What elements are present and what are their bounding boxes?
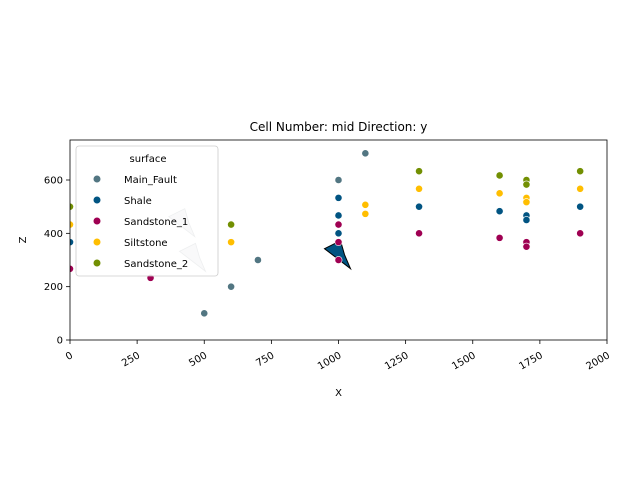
scatter-point	[361, 209, 370, 218]
legend-box	[75, 145, 219, 277]
legend-entry-label: Sandstone_1	[124, 217, 188, 228]
legend-title: surface	[130, 154, 167, 165]
x-tick-label: 1750	[517, 350, 545, 372]
scatter-point	[576, 167, 585, 176]
scatter-point	[495, 207, 504, 216]
scatter-point	[334, 229, 343, 238]
legend-marker	[92, 174, 102, 184]
chart-title: Cell Number: mid Direction: y	[250, 120, 428, 134]
scatter-point	[415, 184, 423, 193]
legend-entry-label: Siltstone	[124, 238, 168, 249]
legend-marker	[92, 195, 102, 205]
scatter-point	[522, 198, 531, 207]
scatter-point	[334, 256, 343, 264]
scatter-point	[495, 189, 504, 198]
scatter-point	[334, 220, 343, 229]
x-tick-label: 750	[254, 350, 276, 369]
scatter-point	[227, 238, 235, 247]
x-tick-label: 1250	[383, 350, 411, 372]
x-tick-label: 1500	[450, 350, 478, 372]
scatter-point	[200, 309, 209, 318]
x-axis-label: X	[335, 388, 342, 399]
scatter-point	[334, 176, 343, 184]
scatter-point	[576, 202, 585, 211]
scatter-point	[361, 200, 370, 209]
scatter-point	[254, 256, 262, 264]
y-tick-label: 600	[44, 176, 63, 187]
scatter-point	[361, 149, 370, 158]
x-tick-label: 500	[187, 350, 209, 369]
x-tick-label: 1000	[316, 350, 344, 372]
scatter-point	[415, 167, 423, 176]
scatter-point	[415, 202, 423, 211]
scatter-point	[522, 216, 531, 224]
scatter-point	[334, 238, 343, 247]
y-axis-label: Z	[18, 236, 29, 243]
legend-entry-label: Shale	[124, 196, 152, 207]
y-tick-label: 400	[44, 229, 63, 240]
x-tick-label: 250	[120, 350, 142, 369]
scatter-point	[334, 211, 343, 220]
legend-marker	[92, 237, 102, 247]
scatter-point	[522, 242, 531, 251]
legend-entry-label: Sandstone_2	[124, 259, 188, 270]
x-tick-label: 2000	[584, 350, 612, 372]
scatter-point	[576, 229, 585, 238]
scatter-point	[576, 184, 585, 193]
scatter-point	[227, 220, 235, 229]
scatter-point	[334, 193, 343, 202]
legend: surface Main_Fault Shale Sandstone_1 Siltst…	[75, 145, 219, 277]
legend-marker	[92, 216, 102, 226]
scatter-point	[495, 171, 504, 180]
y-tick-label: 200	[44, 282, 63, 293]
scatter-point	[227, 282, 235, 291]
scatter-point	[415, 229, 423, 238]
x-tick-label: 0	[64, 350, 75, 363]
y-axis: 0 200 400 600	[44, 176, 70, 347]
scatter-point	[495, 233, 504, 242]
legend-entry-label: Main_Fault	[124, 175, 177, 186]
x-axis: 0 250 500 750 1000 1250 1500 1750 2000	[64, 340, 612, 373]
y-tick-label: 0	[57, 336, 63, 347]
legend-marker	[92, 258, 102, 268]
scatter-point	[522, 180, 531, 189]
